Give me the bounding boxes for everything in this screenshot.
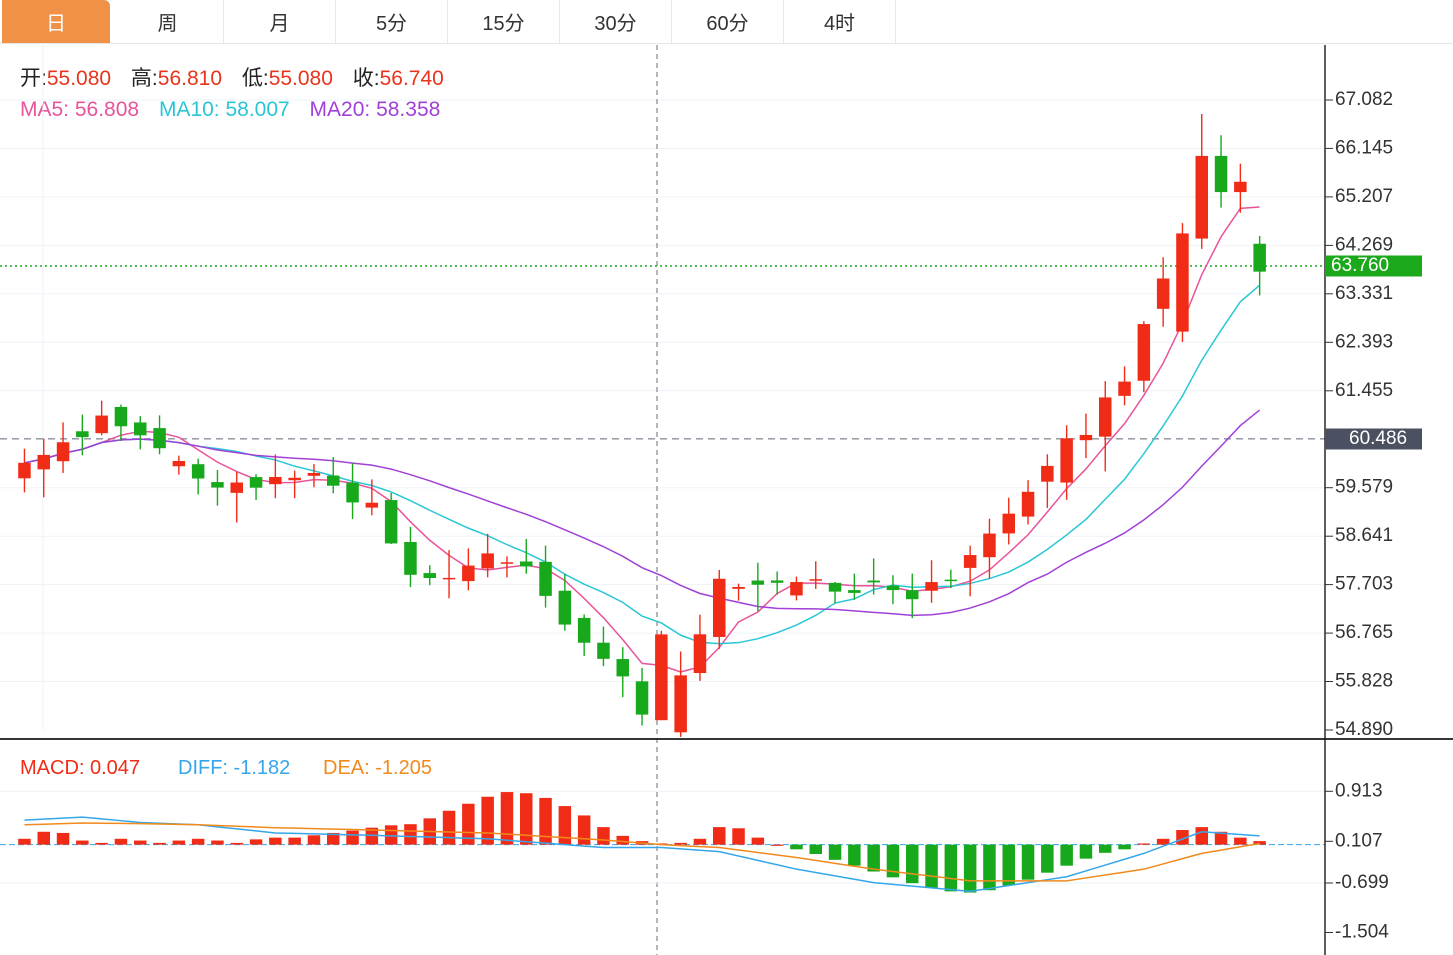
svg-text:55.828: 55.828 (1335, 671, 1393, 692)
svg-text:63.760: 63.760 (1331, 255, 1389, 276)
svg-text:0.107: 0.107 (1335, 830, 1383, 851)
svg-text:54.890: 54.890 (1335, 719, 1393, 740)
svg-text:60.486: 60.486 (1349, 428, 1407, 449)
svg-text:63.331: 63.331 (1335, 283, 1393, 304)
svg-text:56.765: 56.765 (1335, 622, 1393, 643)
svg-text:DEA: -1.205: DEA: -1.205 (323, 757, 432, 779)
svg-text:57.703: 57.703 (1335, 574, 1393, 595)
svg-text:64.269: 64.269 (1335, 234, 1393, 255)
svg-text:59.579: 59.579 (1335, 477, 1393, 498)
svg-text:61.455: 61.455 (1335, 380, 1393, 401)
svg-text:62.393: 62.393 (1335, 331, 1393, 352)
svg-text:-1.504: -1.504 (1335, 922, 1389, 943)
svg-text:-0.699: -0.699 (1335, 872, 1389, 893)
svg-text:DIFF: -1.182: DIFF: -1.182 (178, 757, 290, 779)
svg-text:0.913: 0.913 (1335, 780, 1383, 801)
svg-text:67.082: 67.082 (1335, 89, 1393, 110)
svg-text:66.145: 66.145 (1335, 137, 1393, 158)
svg-text:65.207: 65.207 (1335, 186, 1393, 207)
svg-text:58.641: 58.641 (1335, 525, 1393, 546)
svg-text:MACD: 0.047: MACD: 0.047 (20, 757, 140, 779)
